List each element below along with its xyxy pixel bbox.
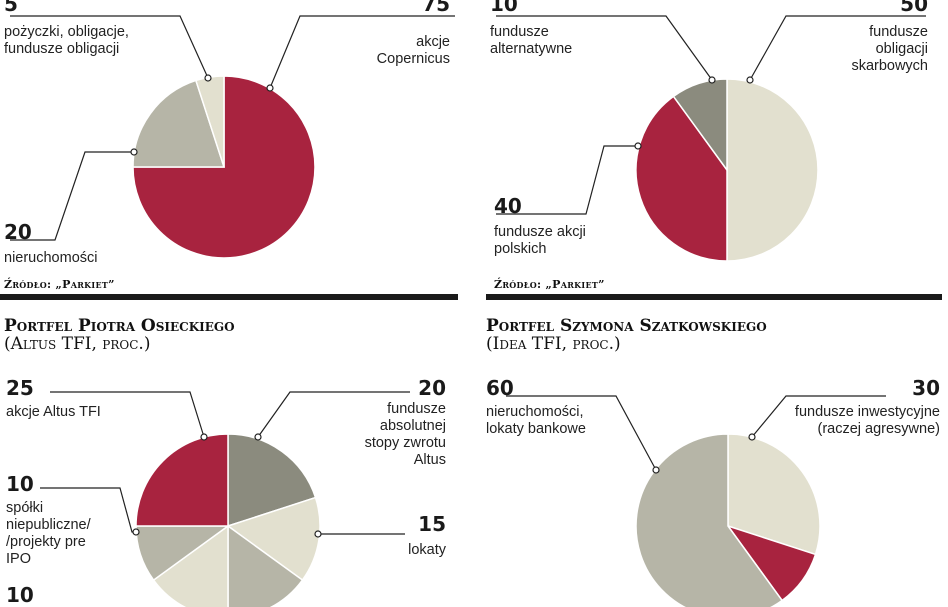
value-label-treasury: 50 bbox=[900, 0, 928, 16]
source-note: Źródło: „Parkiet” bbox=[494, 278, 605, 291]
category-label-absolute-return: fundusze absolutnej stopy zwrotu Altus bbox=[364, 401, 446, 468]
value-label-real-estate-deposits: 60 bbox=[486, 376, 514, 400]
leader-dot bbox=[634, 142, 642, 150]
category-label-deposits: lokaty bbox=[408, 542, 446, 558]
pie-chart-1 bbox=[10, 15, 455, 259]
leader-dot bbox=[708, 76, 716, 84]
category-label-treasury: fundusze obligacji skarbowych bbox=[851, 24, 928, 74]
chart-subtitle: (Idea TFI, proc.) bbox=[486, 334, 621, 354]
pie-slice-3 bbox=[635, 433, 784, 607]
leader-line bbox=[50, 391, 205, 438]
leader-dot bbox=[314, 530, 322, 538]
pie-chart-3 bbox=[40, 391, 410, 607]
value-label-altus-shares: 25 bbox=[6, 376, 34, 400]
value-label-absolute-return: 20 bbox=[418, 376, 446, 400]
leader-dot bbox=[748, 433, 756, 441]
leader-dot bbox=[266, 84, 274, 92]
pie-slice-1 bbox=[727, 433, 821, 556]
pie-slice-6 bbox=[135, 433, 229, 527]
chart-subtitle: (Altus TFI, proc.) bbox=[4, 334, 151, 354]
pie-panel-4: Portfel Szymona Szatkowskiego (Idea TFI,… bbox=[486, 308, 948, 607]
category-label-real-estate: nieruchomości bbox=[4, 250, 98, 266]
pie-panel-2: 10 fundusze alternatywne 50 fundusze obl… bbox=[486, 0, 948, 300]
leader-line bbox=[496, 15, 713, 81]
category-label-private-companies: spółki niepubliczne/ /projekty pre IPO bbox=[6, 500, 91, 567]
value-label-polish-equity: 40 bbox=[494, 194, 522, 218]
leader-dot bbox=[652, 466, 660, 474]
chart-title: Portfel Szymona Szatkowskiego bbox=[486, 316, 767, 336]
category-label-investment-funds: fundusze inwestycyjne (raczej agresywne) bbox=[794, 404, 940, 437]
pie-slice-1 bbox=[227, 433, 317, 528]
value-label-deposits: 15 bbox=[418, 512, 446, 536]
leader-line bbox=[496, 145, 638, 215]
pie-chart-4 bbox=[506, 395, 886, 607]
pie-slice-2 bbox=[635, 95, 728, 262]
value-label-copernicus: 75 bbox=[422, 0, 450, 16]
value-label-investment-funds: 30 bbox=[912, 376, 940, 400]
leader-line bbox=[751, 395, 886, 438]
value-label-loans: 5 bbox=[4, 0, 18, 16]
leader-line bbox=[10, 15, 209, 79]
leader-dot bbox=[130, 148, 138, 156]
category-label-altus-shares: akcje Altus TFI bbox=[6, 404, 101, 420]
divider-rule bbox=[0, 294, 458, 300]
value-label-private-companies: 10 bbox=[6, 472, 34, 496]
pie-panel-3: Portfel Piotra Osieckiego (Altus TFI, pr… bbox=[0, 308, 460, 607]
divider-rule bbox=[486, 294, 942, 300]
pie-chart-2 bbox=[496, 15, 926, 262]
leader-dot bbox=[132, 528, 140, 536]
pie-slice-3 bbox=[672, 78, 728, 173]
leader-line bbox=[506, 395, 657, 471]
category-label-copernicus: akcje Copernicus bbox=[376, 34, 450, 67]
chart-title: Portfel Piotra Osieckiego bbox=[4, 316, 235, 336]
pie-slice-3 bbox=[227, 524, 304, 607]
source-note: Źródło: „Parkiet” bbox=[4, 278, 115, 291]
leader-line bbox=[257, 391, 410, 438]
category-label-loans: pożyczki, obligacje, fundusze obligacji bbox=[4, 24, 129, 57]
pie-slice-4 bbox=[152, 524, 229, 607]
leader-dot bbox=[746, 76, 754, 84]
pie-slice-1 bbox=[726, 78, 819, 262]
value-label-real-estate: 20 bbox=[4, 220, 32, 244]
value-label-alternative: 10 bbox=[490, 0, 518, 16]
category-label-polish-equity: fundusze akcji polskich bbox=[494, 224, 586, 257]
leader-dot bbox=[200, 433, 208, 441]
leader-line bbox=[269, 15, 455, 89]
leader-line bbox=[10, 151, 134, 241]
leader-dot bbox=[254, 433, 262, 441]
leader-line bbox=[749, 15, 926, 81]
pie-panel-1: 5 pożyczki, obligacje, fundusze obligacj… bbox=[0, 0, 460, 300]
category-label-alternative: fundusze alternatywne bbox=[490, 24, 573, 57]
category-label-real-estate-deposits: nieruchomości, lokaty bankowe bbox=[486, 404, 586, 437]
value-label-partial: 10 bbox=[6, 583, 34, 607]
leader-dot bbox=[204, 74, 212, 82]
pie-slice-2 bbox=[132, 79, 226, 168]
pie-slice-2 bbox=[226, 496, 321, 582]
